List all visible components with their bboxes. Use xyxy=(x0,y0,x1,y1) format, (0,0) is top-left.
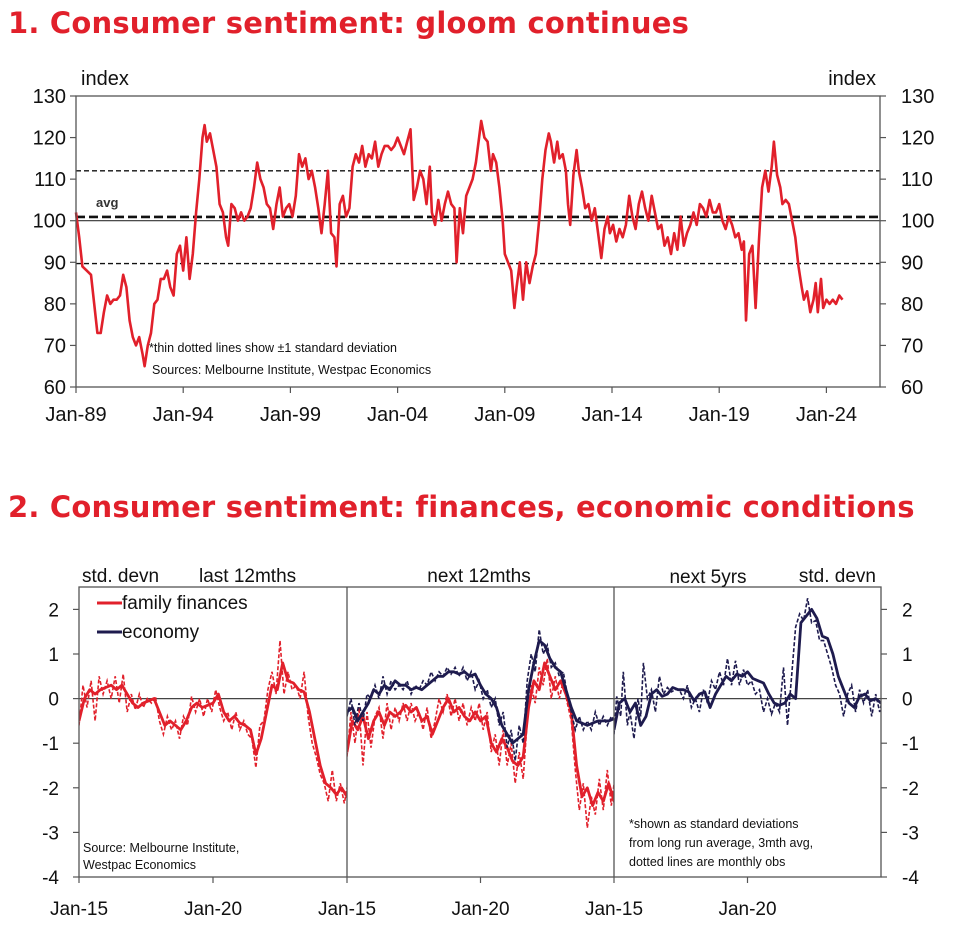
y-tick-label-left: 90 xyxy=(44,252,66,274)
x-tick-label: Jan-09 xyxy=(474,404,535,426)
y-tick-label-left: 60 xyxy=(44,377,66,399)
chart2: Jan-15 Jan-20 Jan-15 Jan-20 Jan-15 Jan-20 -4 -4… xyxy=(42,566,919,920)
y-tick-label-left: 130 xyxy=(33,86,66,108)
chart1: 60 60 70 70 80 80 90 90 100 100 110 110 120 120 130 130… xyxy=(33,68,935,426)
x-tick-label: Jan-04 xyxy=(367,404,428,426)
y-tick-label-left: 70 xyxy=(44,335,66,357)
y-tick-label-left: -2 xyxy=(42,779,59,800)
y-tick-label-right: 100 xyxy=(901,211,934,233)
series-economy-3mth-avg xyxy=(614,608,881,731)
x-tick-label: Jan-19 xyxy=(689,404,750,426)
panel-title-next-12mths: next 12mths xyxy=(427,566,531,587)
y-tick-label-right: 130 xyxy=(901,86,934,108)
panel-title-next-5yrs: next 5yrs xyxy=(669,567,746,588)
series-family-finances-monthly xyxy=(347,658,614,829)
legend: family finances economy xyxy=(97,593,248,643)
y-tick-label-right: -3 xyxy=(902,823,919,844)
x-tick-label: Jan-99 xyxy=(260,404,321,426)
chart2-footnote-line3: dotted lines are monthly obs xyxy=(629,855,785,869)
avg-line-label: avg xyxy=(96,195,118,210)
y-tick-label-left: 0 xyxy=(48,690,59,711)
series-economy-monthly xyxy=(614,598,881,739)
x-tick-label: Jan-20 xyxy=(451,899,509,920)
x-tick-label: Jan-15 xyxy=(585,899,643,920)
chart1-footnote: *thin dotted lines show ±1 standard devi… xyxy=(149,341,397,355)
series-sentiment-line xyxy=(74,119,844,368)
legend-label-family-finances: family finances xyxy=(122,593,248,614)
x-tick-label: Jan-24 xyxy=(796,404,857,426)
chart1-title: 1. Consumer sentiment: gloom continues xyxy=(8,6,690,40)
y-tick-label-right: 80 xyxy=(901,294,923,316)
y-tick-label-left: 2 xyxy=(48,600,59,621)
chart2-plot-frame xyxy=(78,586,882,878)
panel-1-series xyxy=(347,629,614,829)
series-economy-3mth-avg xyxy=(347,639,614,745)
chart2-ylabel-left: std. devn xyxy=(82,566,159,587)
y-tick-label-left: 100 xyxy=(33,211,66,233)
x-tick-label: Jan-14 xyxy=(581,404,642,426)
chart1-ylabel-right: index xyxy=(828,68,876,90)
chart2-ylabel-right: std. devn xyxy=(799,566,876,587)
y-tick-label-right: -2 xyxy=(902,779,919,800)
y-tick-label-left: 1 xyxy=(48,645,59,666)
y-tick-label-left: 80 xyxy=(44,294,66,316)
y-tick-label-right: 60 xyxy=(901,377,923,399)
y-tick-label-left: 120 xyxy=(33,128,66,150)
y-tick-label-left: 110 xyxy=(34,169,66,191)
chart1-ylabel-left: index xyxy=(81,68,129,90)
y-tick-label-left: -1 xyxy=(42,734,59,755)
x-tick-label: Jan-89 xyxy=(45,404,106,426)
y-tick-label-right: 120 xyxy=(901,128,934,150)
y-tick-label-left: -3 xyxy=(42,823,59,844)
y-tick-label-right: -1 xyxy=(902,734,919,755)
x-tick-label: Jan-94 xyxy=(153,404,214,426)
y-tick-label-right: -4 xyxy=(902,868,919,889)
y-tick-label-right: 0 xyxy=(902,690,913,711)
x-tick-label: Jan-15 xyxy=(50,899,108,920)
chart2-source-line2: Westpac Economics xyxy=(83,858,196,872)
chart2-footnote-line2: from long run average, 3mth avg, xyxy=(629,836,813,850)
y-tick-label-right: 110 xyxy=(901,169,933,191)
y-tick-label-right: 90 xyxy=(901,252,923,274)
chart1-source: Sources: Melbourne Institute, Westpac Ec… xyxy=(152,363,431,377)
y-tick-label-right: 1 xyxy=(902,645,913,666)
y-tick-label-left: -4 xyxy=(42,868,59,889)
x-tick-label: Jan-20 xyxy=(184,899,242,920)
panel-title-last-12mths: last 12mths xyxy=(199,566,296,587)
series-economy-monthly xyxy=(347,629,614,762)
y-tick-label-right: 2 xyxy=(902,600,913,621)
chart2-source-line1: Source: Melbourne Institute, xyxy=(83,841,239,855)
series-family-finances-3mth-avg xyxy=(347,661,614,807)
panel-2-series xyxy=(614,598,881,739)
chart1-plot-frame xyxy=(75,95,881,388)
x-tick-label: Jan-15 xyxy=(318,899,376,920)
series-family-finances-3mth-avg xyxy=(79,661,347,799)
legend-label-economy: economy xyxy=(122,622,200,643)
chart2-footnote-line1: *shown as standard deviations xyxy=(629,817,799,831)
chart2-title: 2. Consumer sentiment: finances, economi… xyxy=(8,490,915,524)
panel-0-series xyxy=(79,640,347,804)
x-tick-label: Jan-20 xyxy=(718,899,776,920)
y-tick-label-right: 70 xyxy=(901,335,923,357)
